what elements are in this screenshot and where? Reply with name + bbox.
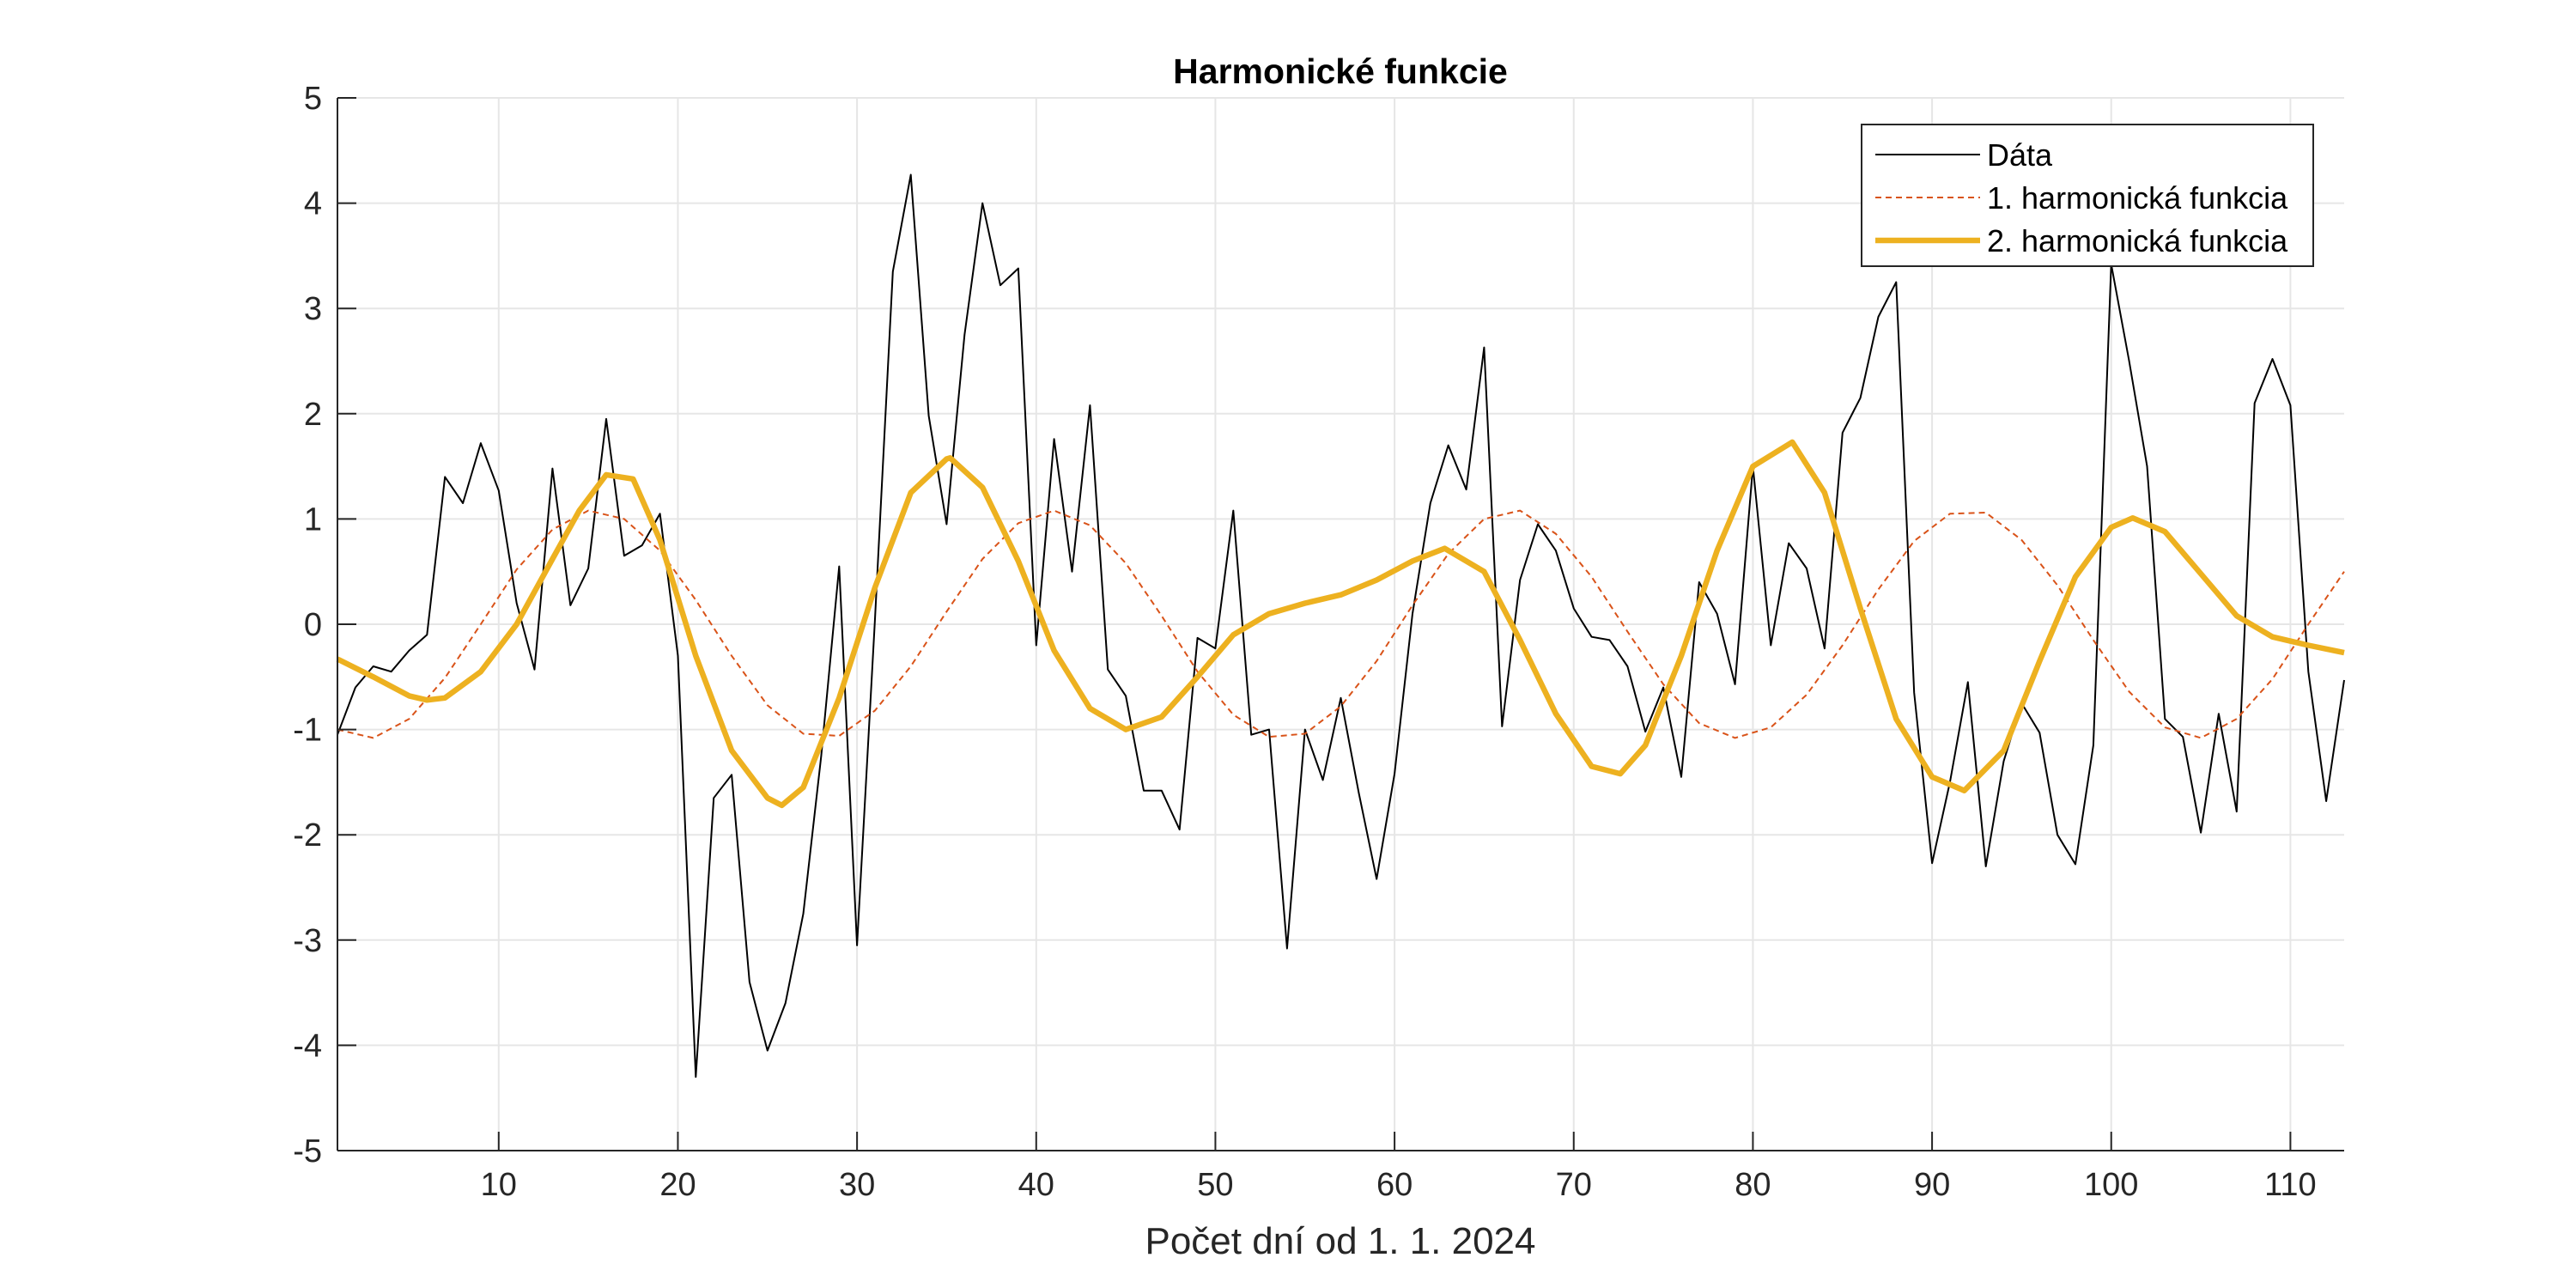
y-tick-label: 1 — [304, 501, 322, 538]
x-tick-labels: 10 20 30 40 50 60 70 80 90 100 110 — [481, 1167, 2317, 1203]
axes — [337, 97, 2344, 1151]
x-tick-label: 10 — [481, 1167, 517, 1203]
legend-label-harmonic-1: 1. harmonická funkcia — [1987, 180, 2288, 216]
x-tick-label: 90 — [1914, 1167, 1950, 1203]
x-tick-label: 30 — [839, 1167, 875, 1203]
y-tick-label: -3 — [293, 923, 322, 959]
x-tick-label: 50 — [1197, 1167, 1233, 1203]
series-line-harmonic-2 — [336, 439, 2345, 809]
series-layer — [336, 173, 2345, 1078]
y-tick-label: -4 — [293, 1028, 322, 1064]
x-tick-label: 40 — [1018, 1167, 1054, 1203]
y-tick-label: 3 — [304, 291, 322, 327]
legend-label-data: Dáta — [1987, 137, 2053, 173]
chart-title: Harmonické funkcie — [1173, 52, 1508, 91]
y-tick-labels: -5 -4 -3 -2 -1 0 1 2 3 4 5 — [293, 81, 322, 1170]
x-tick-label: 80 — [1735, 1167, 1771, 1203]
x-tick-label: 70 — [1556, 1167, 1592, 1203]
y-tick-label: 4 — [304, 186, 322, 222]
y-tick-label: -2 — [293, 817, 322, 854]
x-tick-label: 100 — [2084, 1167, 2138, 1203]
y-tick-label: -1 — [293, 713, 322, 749]
legend-label-harmonic-2: 2. harmonická funkcia — [1987, 223, 2288, 258]
x-tick-label: 110 — [2264, 1167, 2317, 1203]
y-tick-label: 2 — [304, 397, 322, 433]
x-tick-label: 20 — [659, 1167, 696, 1203]
y-tick-label: 5 — [304, 81, 322, 117]
y-tick-label: 0 — [304, 607, 322, 643]
legend: Dáta 1. harmonická funkcia 2. harmonická… — [1861, 124, 2314, 267]
x-axis-label: Počet dní od 1. 1. 2024 — [1145, 1220, 1535, 1262]
y-tick-label: -5 — [293, 1133, 322, 1170]
x-tick-label: 60 — [1376, 1167, 1413, 1203]
